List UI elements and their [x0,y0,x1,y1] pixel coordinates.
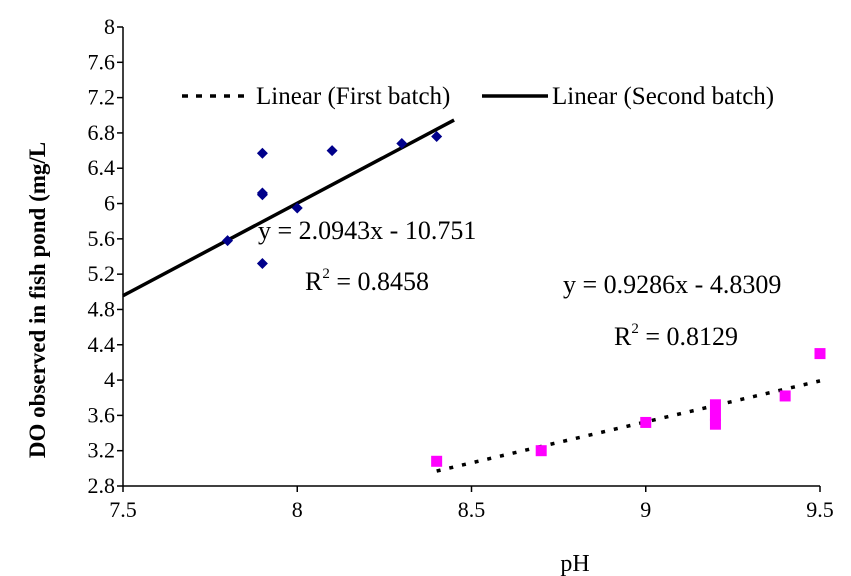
y-tick-label: 5.6 [88,226,116,251]
y-tick-label: 4 [104,367,115,392]
y-axis: 2.8 3.2 3.6 4 4.4 4.8 5.2 5.6 6 6.4 6.8 7.2 7.6 8 [88,14,124,498]
r2-first-batch: R2 = 0.8129 [614,321,738,351]
y-tick-label: 4.4 [88,332,116,357]
second-batch-point [256,187,268,199]
x-tick-label: 8.5 [458,497,486,522]
y-tick-label: 4.8 [88,296,116,321]
r2-superscript-second: 2 [322,266,330,282]
first-batch-point [779,390,791,402]
first-batch-point [709,409,721,421]
legend-first-batch-label: Linear (First batch) [256,83,450,110]
data-points [222,130,826,467]
first-batch-point [431,455,443,467]
second-batch-point [291,202,303,214]
first-batch-point [709,418,721,430]
second-batch-point [222,235,234,247]
trendlines [122,118,821,473]
second-batch-point [256,147,268,159]
first-batch-point [814,348,826,360]
legend: Linear (First batch) Linear (Second batc… [182,83,774,110]
trend-annotation-first-batch: y = 0.9286x - 4.8309 R2 = 0.8129 [563,270,781,351]
y-axis-label: DO observed in fish pond (mg/L [25,142,50,458]
x-tick-label: 9 [640,497,651,522]
y-tick-label: 6.8 [88,120,116,145]
x-tick-label: 7.5 [109,497,137,522]
y-tick-label: 3.2 [88,438,116,463]
x-axis-label: pH [560,551,589,576]
second-batch-point [431,130,443,142]
second-batch-point [396,138,408,150]
trend-annotation-second-batch: y = 2.0943x - 10.751 R2 = 0.8458 [258,216,476,296]
equation-first-batch: y = 0.9286x - 4.8309 [563,270,781,299]
y-tick-label: 6.4 [88,155,116,180]
y-tick-label: 7.2 [88,85,116,110]
second-batch-point [326,145,338,157]
r2-second-batch: R2 = 0.8458 [305,266,429,296]
r2-label-second: R [305,267,323,296]
r2-value-first: = 0.8129 [639,322,738,351]
y-tick-label: 6 [104,191,115,216]
first-batch-point [709,399,721,411]
second-batch-point [256,258,268,270]
y-tick-label: 2.8 [88,473,116,498]
x-axis: 7.5 8 8.5 9 9.5 [109,485,834,522]
y-tick-label: 3.6 [88,402,116,427]
x-tick-label: 9.5 [806,497,834,522]
r2-label-first: R [614,322,632,351]
first-batch-point [535,445,547,457]
trendline-second-batch [122,118,455,298]
r2-value-second: = 0.8458 [330,267,429,296]
equation-second-batch: y = 2.0943x - 10.751 [258,216,476,245]
legend-second-batch-label: Linear (Second batch) [552,83,774,110]
x-tick-label: 8 [292,497,303,522]
y-tick-label: 7.6 [88,49,116,74]
y-tick-label: 5.2 [88,261,116,286]
r2-superscript-first: 2 [631,321,639,337]
first-batch-point [640,416,652,428]
trendline-first-batch [436,379,821,473]
y-tick-label: 8 [104,14,115,39]
